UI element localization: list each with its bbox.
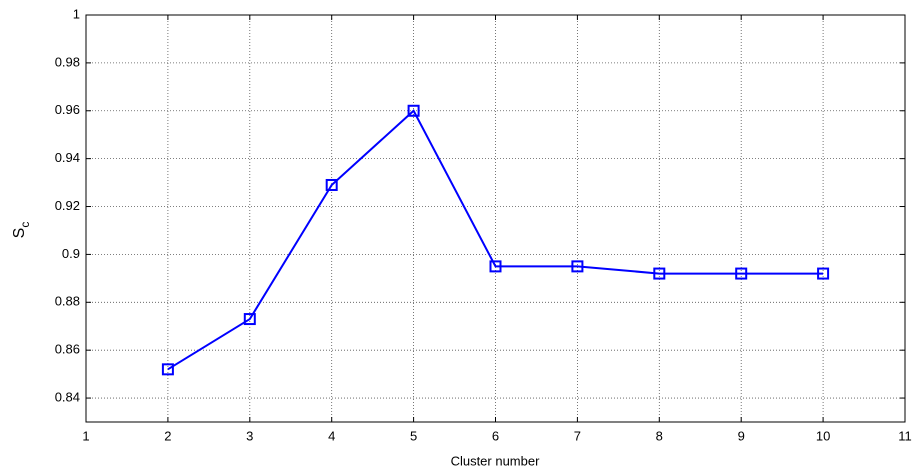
- y-tick-label: 0.9: [62, 246, 80, 261]
- y-tick-label: 0.98: [55, 54, 80, 69]
- y-tick-label: 0.92: [55, 198, 80, 213]
- y-tick-label: 0.96: [55, 102, 80, 117]
- y-axis-label-main: S: [11, 228, 28, 239]
- y-axis-label: Sc: [11, 222, 32, 239]
- y-tick-label: 1: [73, 6, 80, 21]
- x-tick-label: 2: [164, 428, 171, 443]
- chart: Cluster number Sc 1 2 3 4 5 6 7 8 9 10 11 0.84 0.86 0…: [0, 0, 912, 473]
- x-tick-label: 9: [738, 428, 745, 443]
- y-tick-label: 0.84: [55, 389, 80, 404]
- x-tick-label: 3: [246, 428, 253, 443]
- x-tick-label: 5: [410, 428, 417, 443]
- x-tick-label: 7: [574, 428, 581, 443]
- page: Cluster number Sc 1 2 3 4 5 6 7 8 9 10 11 0.84 0.86 0…: [0, 0, 912, 473]
- x-axis-label: Cluster number: [451, 453, 541, 468]
- y-axis-label-subscript: c: [18, 222, 32, 228]
- y-tick-label: 0.94: [55, 150, 80, 165]
- x-tick-label: 11: [898, 428, 912, 443]
- x-tick-label: 1: [82, 428, 89, 443]
- y-tick-label: 0.88: [55, 294, 80, 309]
- x-tick-label: 10: [816, 428, 830, 443]
- x-tick-label: 4: [328, 428, 335, 443]
- x-tick-label: 8: [656, 428, 663, 443]
- x-tick-label: 6: [492, 428, 499, 443]
- y-tick-label: 0.86: [55, 342, 80, 357]
